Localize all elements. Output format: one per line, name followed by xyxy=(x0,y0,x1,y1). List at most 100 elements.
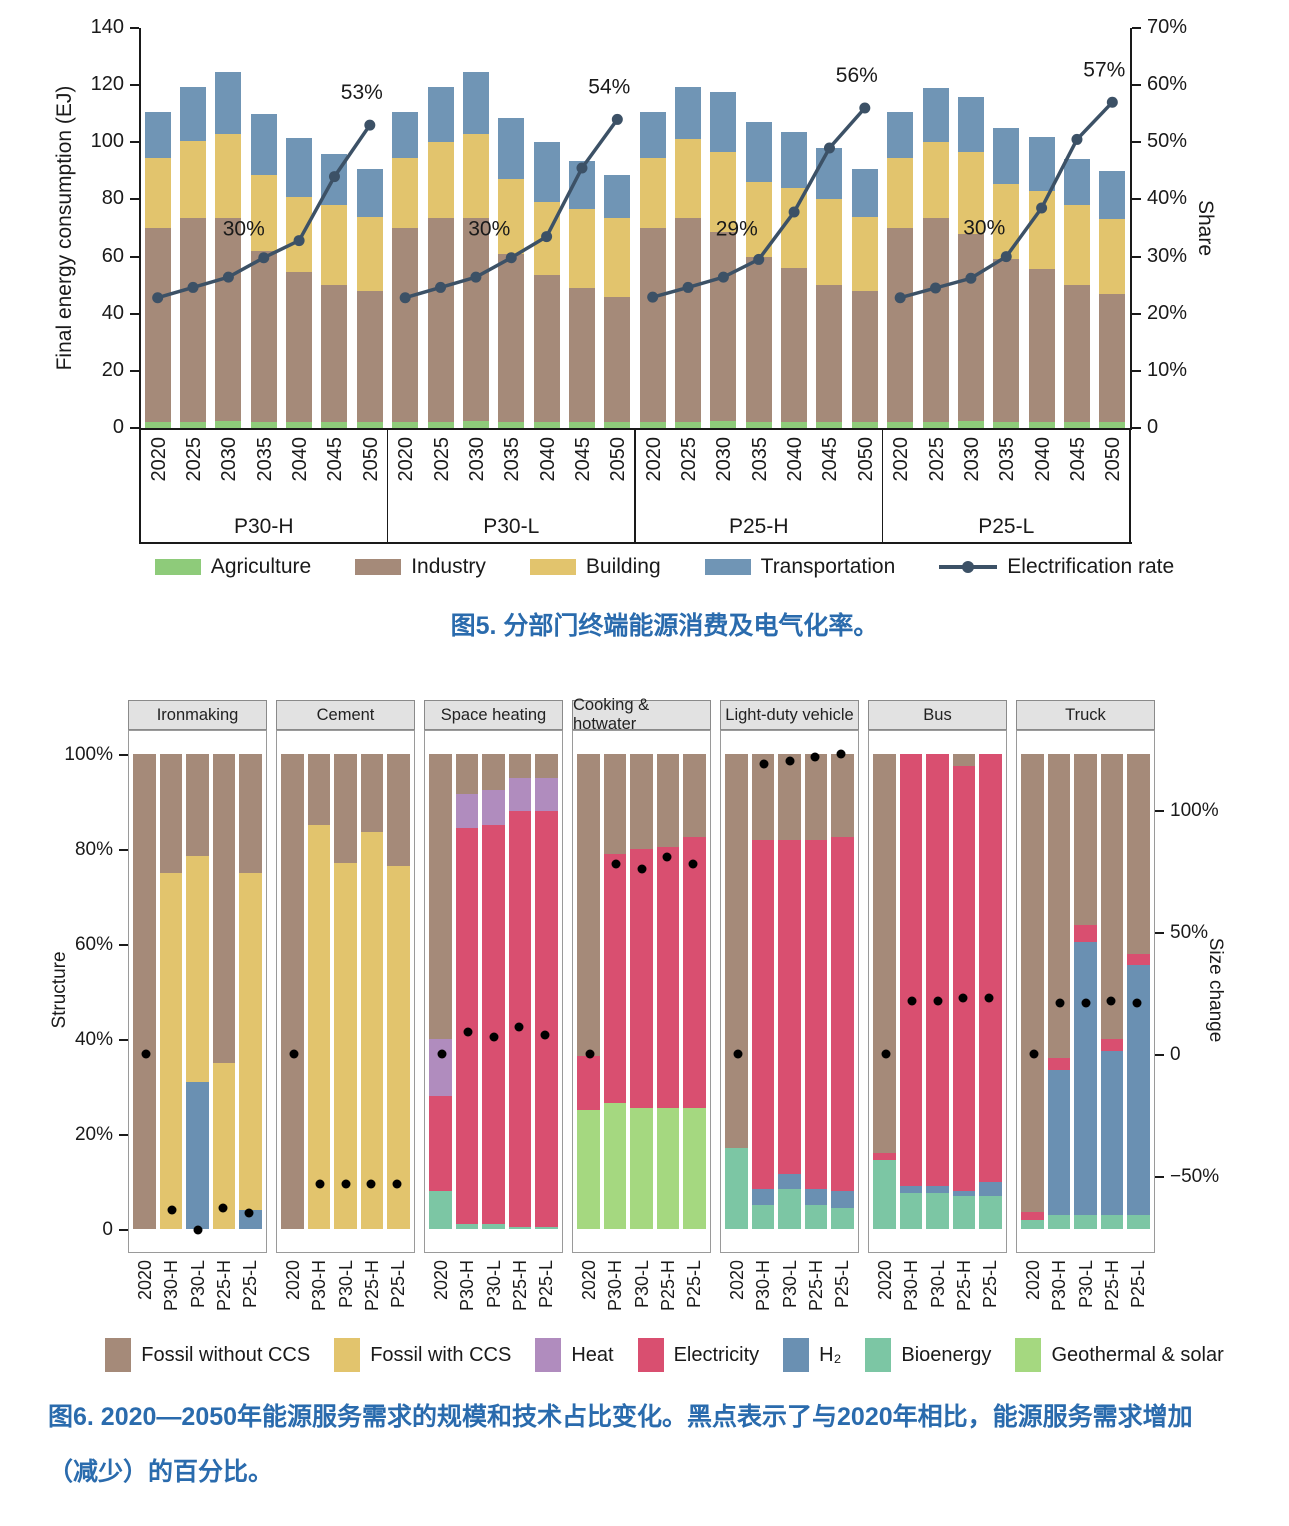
stacked-bar-P25-L xyxy=(535,754,558,1229)
legend-label: Bioenergy xyxy=(901,1343,992,1366)
fig5-bar-segment-agriculture xyxy=(321,422,348,428)
size-change-dot xyxy=(1029,1049,1039,1059)
stacked-bar-2020 xyxy=(281,754,304,1229)
fig6-panel-light-duty-vehicle: Light-duty vehicle xyxy=(720,700,859,1253)
stacked-bar-P25-L xyxy=(239,754,262,1229)
size-change-dot xyxy=(810,752,820,762)
fig5-bar-segment-building xyxy=(1063,205,1090,286)
fig6-category-label: 2020 xyxy=(431,1260,452,1301)
bar-segment-bioenergy xyxy=(778,1188,801,1229)
fig5-y-tick xyxy=(130,84,139,87)
fig5-bar-segment-agriculture xyxy=(462,420,489,428)
bar-segment-bioenergy xyxy=(508,1226,532,1229)
fig5-bar-segment-agriculture xyxy=(710,420,737,428)
bar-segment-h2 xyxy=(751,1188,775,1206)
size-change-dot xyxy=(540,1030,550,1040)
bar-segment-h2 xyxy=(979,1181,1002,1196)
stacked-bar-P30-H xyxy=(455,754,479,1229)
fig5-bar-segment-industry xyxy=(427,218,454,423)
fig5-bar-segment-agriculture xyxy=(533,422,560,428)
fig5-bar-segment-building xyxy=(922,142,949,218)
fig5-bar-segment-industry xyxy=(356,290,383,423)
panel-bars xyxy=(281,754,410,1229)
fig6-category-label: P30-H xyxy=(457,1260,478,1312)
figure6-caption: 图6. 2020—2050年能源服务需求的规模和技术占比变化。黑点表示了与202… xyxy=(48,1403,1193,1486)
fig5-group-separator xyxy=(634,428,636,542)
legend-label: Building xyxy=(585,555,661,578)
fig6-legend: Fossil without CCS Fossil with CCS Heat Ele… xyxy=(40,1338,1289,1372)
bar-segment-bioenergy xyxy=(1100,1214,1124,1229)
fig6-category-label: P30-H xyxy=(1049,1260,1070,1312)
size-change-dot xyxy=(489,1032,498,1042)
fig5-bar-segment-transportation xyxy=(993,128,1020,184)
fig5-bar-segment-agriculture xyxy=(1063,422,1090,428)
fig6-y-axis-title: Structure xyxy=(49,951,70,1029)
fig5-bar-segment-transportation xyxy=(1099,170,1126,220)
fig6-category-label: P25-H xyxy=(953,1260,974,1312)
size-change-dot xyxy=(141,1049,151,1059)
bar-segment-h2 xyxy=(1074,941,1097,1215)
bar-segment-fossil xyxy=(159,754,183,873)
stacked-bar-2020 xyxy=(133,754,156,1229)
electrification-annotation: 54% xyxy=(588,75,630,98)
stacked-bar-P25-H xyxy=(508,754,532,1229)
legend-swatch-bioenergy xyxy=(865,1338,892,1372)
bar-segment-electricity xyxy=(482,825,505,1225)
fig5-y-tick-label: 120 xyxy=(90,73,124,96)
bar-segment-geothermal xyxy=(603,1103,627,1229)
size-change-dot xyxy=(984,993,994,1003)
size-change-dot xyxy=(836,749,846,759)
fig5-bar-segment-agriculture xyxy=(427,422,454,428)
fig5-year-label: 2045 xyxy=(324,437,347,482)
fig5-bar-segment-agriculture xyxy=(250,422,277,428)
stacked-bar-P25-L xyxy=(979,754,1002,1229)
fig5-y2-axis-line xyxy=(1130,28,1132,428)
fig5-bar-segment-transportation xyxy=(286,138,313,197)
electrification-point xyxy=(611,113,623,125)
fig5-y-tick-label: 60 xyxy=(101,244,124,267)
size-change-dot xyxy=(733,1049,743,1059)
fig5-bar-segment-transportation xyxy=(250,113,277,176)
fig5-y2-tick-label: 20% xyxy=(1147,301,1188,324)
figure5-caption: 图5. 分部门终端能源消费及电气化率。 xyxy=(450,612,879,640)
fig5-bar-segment-building xyxy=(675,139,702,218)
fig5-group-label: P30-H xyxy=(233,515,294,538)
legend-label: Heat xyxy=(571,1343,614,1366)
fig6-legend-item-geothermal: Geothermal & solar xyxy=(1015,1338,1224,1372)
bar-segment-heat xyxy=(482,789,505,826)
fig5-year-label: 2025 xyxy=(678,437,701,482)
bar-segment-fossil xyxy=(1127,754,1150,954)
fig6-category-label: P30-H xyxy=(605,1260,626,1312)
fig5-bar-segment-industry xyxy=(392,228,419,423)
fig5-y2-tick xyxy=(1131,312,1141,315)
fig5-year-label: 2020 xyxy=(395,437,418,482)
bar-segment-geothermal xyxy=(577,1110,600,1229)
stacked-bar-P25-L xyxy=(831,754,854,1229)
fig5-bar-segment-building xyxy=(462,133,489,218)
bar-segment-fossil xyxy=(387,754,410,866)
fig5-y-tick xyxy=(130,27,139,29)
fig5-bar-segment-transportation xyxy=(533,142,560,203)
fig6-category-label: 2020 xyxy=(727,1260,748,1301)
fig5-legend-item-agriculture: Agriculture xyxy=(154,555,311,579)
electrification-point xyxy=(1071,133,1083,145)
fig6-y2-tick-label: 50% xyxy=(1170,922,1209,944)
bar-segment-geothermal xyxy=(656,1107,680,1229)
size-change-dot xyxy=(341,1179,350,1189)
bar-segment-fossil xyxy=(804,754,828,840)
fig5-bar-segment-agriculture xyxy=(604,422,631,428)
fig5-bar-segment-building xyxy=(816,199,843,286)
fig5-legend-item-building: Building xyxy=(529,555,661,579)
legend-dot-glyph xyxy=(962,561,975,573)
fig5-y-tick xyxy=(130,141,139,144)
fig6-category-label: 2020 xyxy=(1023,1260,1044,1301)
fig5-bar-segment-industry xyxy=(993,259,1020,423)
fig5-year-label: 2040 xyxy=(1031,437,1054,482)
fig5-year-label: 2030 xyxy=(465,437,488,482)
bar-segment-bioenergy xyxy=(1047,1214,1071,1229)
panel-plot xyxy=(868,730,1007,1253)
fig5-bar-segment-agriculture xyxy=(180,422,207,428)
bar-segment-fossil xyxy=(133,754,156,1229)
fig6-panel-cement: Cement xyxy=(276,700,415,1253)
bar-segment-bioenergy xyxy=(1021,1219,1044,1229)
